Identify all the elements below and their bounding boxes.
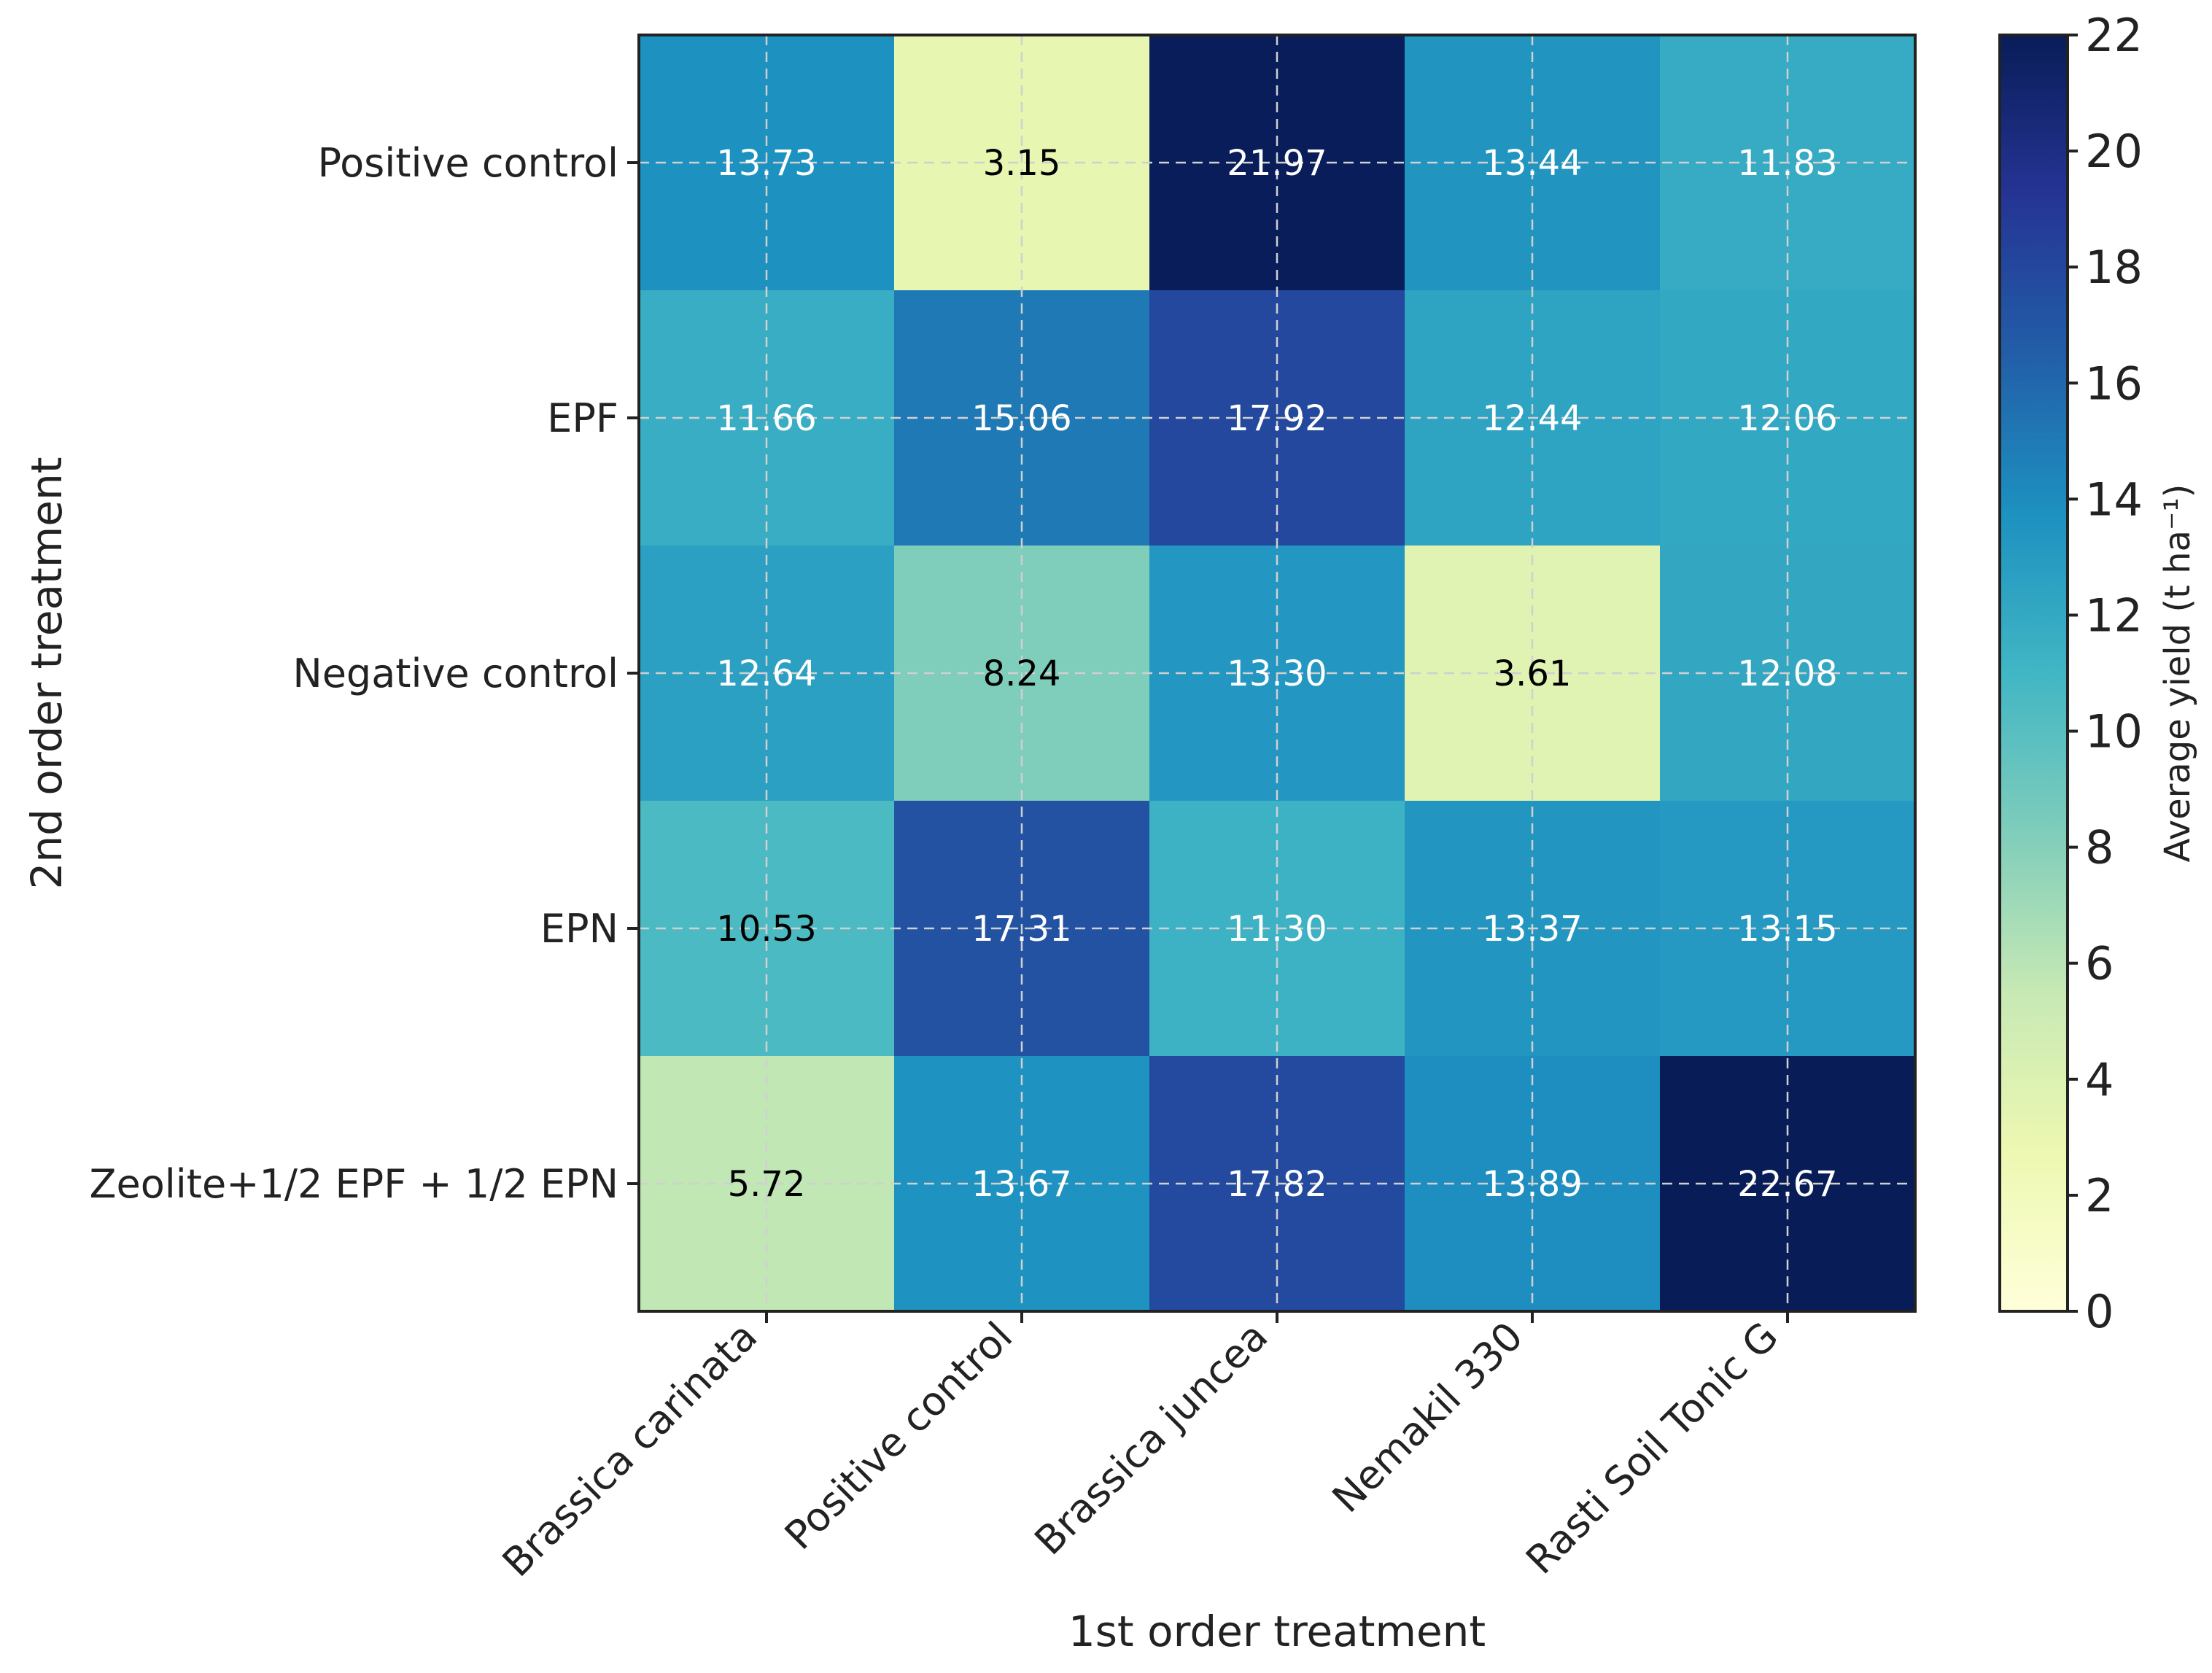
y-axis-label: 2nd order treatment [22,457,71,890]
heatmap-cell [894,290,1150,546]
colorbar-tick-label: 0 [2085,1285,2114,1338]
colorbar: 0 2 4 6 8 10 12 14 16 18 20 22 Average yield (t ha⁻… [1998,9,2198,1338]
y-axis-ticks: Positive control EPF Negative control EPN Ze… [90,140,639,1207]
x-axis-label: 1st order treatment [1068,1607,1486,1656]
cell-value-label: 3.61 [1494,653,1572,694]
x-tick-label: Positive control [776,1313,1021,1559]
cell-value-label: 8.24 [983,653,1061,694]
colorbar-tick-label: 20 [2085,125,2143,178]
cell-value-label: 11.66 [716,398,816,439]
cell-value-label: 21.97 [1227,143,1327,184]
y-tick-label: EPF [547,395,618,441]
cell-value-label: 11.30 [1227,909,1327,950]
cell-value-labels: 13.73 3.15 21.97 13.44 11.83 11.66 15.06 17.92 1… [716,143,1837,1205]
y-tick-label: Negative control [292,651,618,696]
cell-value-label: 13.15 [1737,909,1837,950]
colorbar-tick-label: 12 [2085,589,2143,642]
cell-value-label: 12.44 [1482,398,1582,439]
colorbar-tick-label: 6 [2085,937,2114,990]
y-tick-label: Positive control [317,140,618,186]
cell-value-label: 11.83 [1737,143,1837,184]
colorbar-tick-label: 14 [2085,473,2143,526]
cell-value-label: 22.67 [1737,1164,1837,1205]
gridlines [639,35,1915,1311]
cell-value-label: 12.08 [1737,653,1837,694]
colorbar-tick-label: 8 [2085,821,2114,874]
colorbar-tick-label: 2 [2085,1169,2114,1222]
cell-value-label: 13.44 [1482,143,1582,184]
cell-value-label: 13.67 [971,1164,1071,1205]
colorbar-ticks: 0 2 4 6 8 10 12 14 16 18 20 22 [2068,9,2143,1338]
cell-value-label: 13.30 [1227,653,1327,694]
colorbar-label: Average yield (t ha⁻¹) [2157,484,2198,863]
cell-value-label: 10.53 [716,909,816,950]
cell-value-label: 17.92 [1227,398,1327,439]
colorbar-tick-label: 10 [2085,705,2143,758]
x-tick-label: Nemakil 330 [1324,1313,1532,1522]
colorbar-tick-label: 4 [2085,1053,2114,1106]
cell-value-label: 13.73 [716,143,816,184]
x-tick-label: Brassica juncea [1026,1313,1277,1564]
colorbar-tick-label: 16 [2085,357,2143,410]
y-tick-label: EPN [540,906,618,952]
colorbar-tick-label: 18 [2085,241,2143,294]
colorbar-tick-label: 22 [2085,9,2143,62]
cell-value-label: 17.82 [1227,1164,1327,1205]
cell-value-label: 13.37 [1482,909,1582,950]
cell-value-label: 5.72 [728,1164,806,1205]
x-tick-label: Rasti Soil Tonic G [1517,1313,1787,1583]
cell-value-label: 17.31 [971,909,1071,950]
cell-value-label: 3.15 [983,143,1061,184]
cell-value-label: 12.64 [716,653,816,694]
cell-value-label: 15.06 [971,398,1071,439]
x-axis-ticks: Brassica carinata Positive control Brassic… [494,1311,1789,1585]
cell-value-label: 13.89 [1482,1164,1582,1205]
x-tick-label: Brassica carinata [494,1313,766,1585]
cell-value-label: 12.06 [1737,398,1837,439]
y-tick-label: Zeolite+1/2 EPF + 1/2 EPN [90,1161,618,1207]
colorbar-gradient [1998,34,2069,1313]
